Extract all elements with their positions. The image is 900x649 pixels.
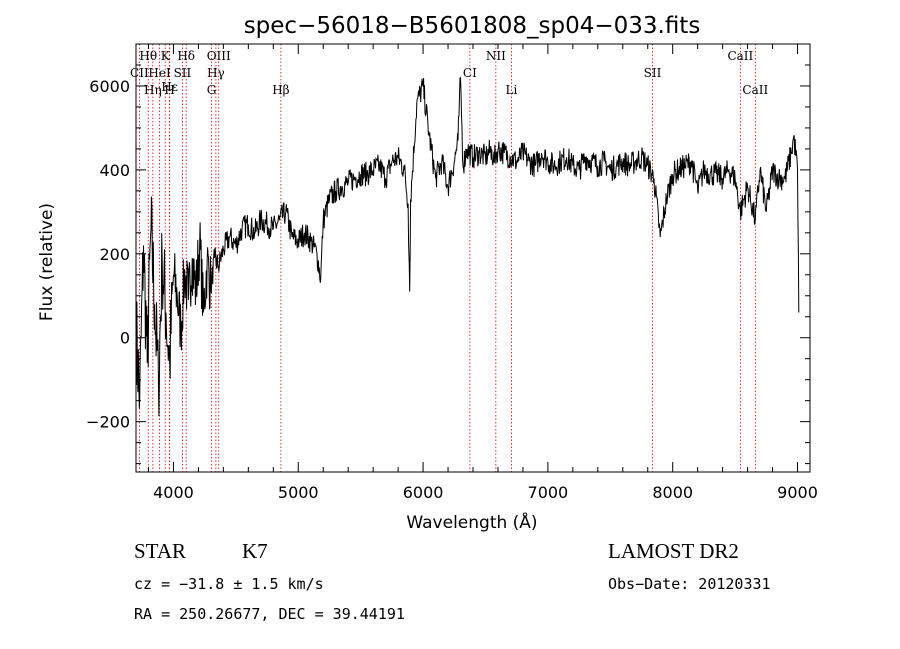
- line-marker-label: CaII: [742, 83, 768, 97]
- line-marker-label: CI: [463, 66, 477, 80]
- line-marker-label: H: [164, 83, 174, 97]
- x-tick-label: 8000: [652, 483, 693, 502]
- line-marker-label: Hδ: [177, 49, 195, 63]
- line-marker-label: CII: [130, 66, 149, 80]
- line-marker-label: SII: [644, 66, 662, 80]
- line-marker-label: CaII: [727, 49, 753, 63]
- plot-frame: [135, 43, 811, 473]
- y-axis-label: Flux (relative): [37, 203, 57, 321]
- line-marker-label: Hβ: [272, 83, 289, 97]
- redshift-cz: cz = −31.8 ± 1.5 km/s: [134, 575, 324, 593]
- x-tick-label: 6000: [403, 483, 444, 502]
- line-marker-label: OIII: [207, 49, 231, 63]
- spectral-subclass: K7: [242, 539, 268, 563]
- line-marker-label: NII: [486, 49, 506, 63]
- line-markers: [138, 44, 756, 472]
- coordinates: RA = 250.26677, DEC = 39.44191: [134, 605, 405, 623]
- y-tick-label: −200: [86, 413, 130, 432]
- x-axis-label: Wavelength (Å): [406, 511, 537, 533]
- x-tick-label: 7000: [528, 483, 569, 502]
- y-tick-label: 200: [99, 245, 130, 264]
- line-marker-label: Hε: [161, 80, 178, 94]
- line-marker-label: Li: [506, 83, 518, 97]
- y-tick-label: 0: [120, 329, 130, 348]
- line-marker-label: G: [207, 83, 217, 97]
- chart-title: spec−56018−B5601808_sp04−033.fits: [244, 13, 701, 39]
- x-tick-label: 9000: [777, 483, 818, 502]
- line-marker-label: K: [161, 49, 171, 63]
- spectrum-line: [135, 76, 800, 417]
- line-marker-label: Hη: [144, 83, 162, 97]
- x-axis-ticks: 4000 5000 6000 7000 8000 9000: [147, 44, 818, 502]
- line-marker-label: Hθ: [139, 49, 157, 63]
- y-axis-ticks: −200 0 200 400 6000: [86, 64, 810, 465]
- x-tick-label: 4000: [153, 483, 194, 502]
- x-tick-label: 5000: [278, 483, 319, 502]
- line-marker-label: HeI: [148, 66, 171, 80]
- survey-name: LAMOST DR2: [608, 539, 739, 563]
- object-class: STAR: [134, 539, 186, 563]
- y-tick-label: 6000: [89, 77, 130, 96]
- observation-date: Obs−Date: 20120331: [608, 575, 771, 593]
- y-tick-label: 400: [99, 161, 130, 180]
- line-marker-label: SII: [174, 66, 192, 80]
- line-marker-label: Hγ: [207, 66, 225, 80]
